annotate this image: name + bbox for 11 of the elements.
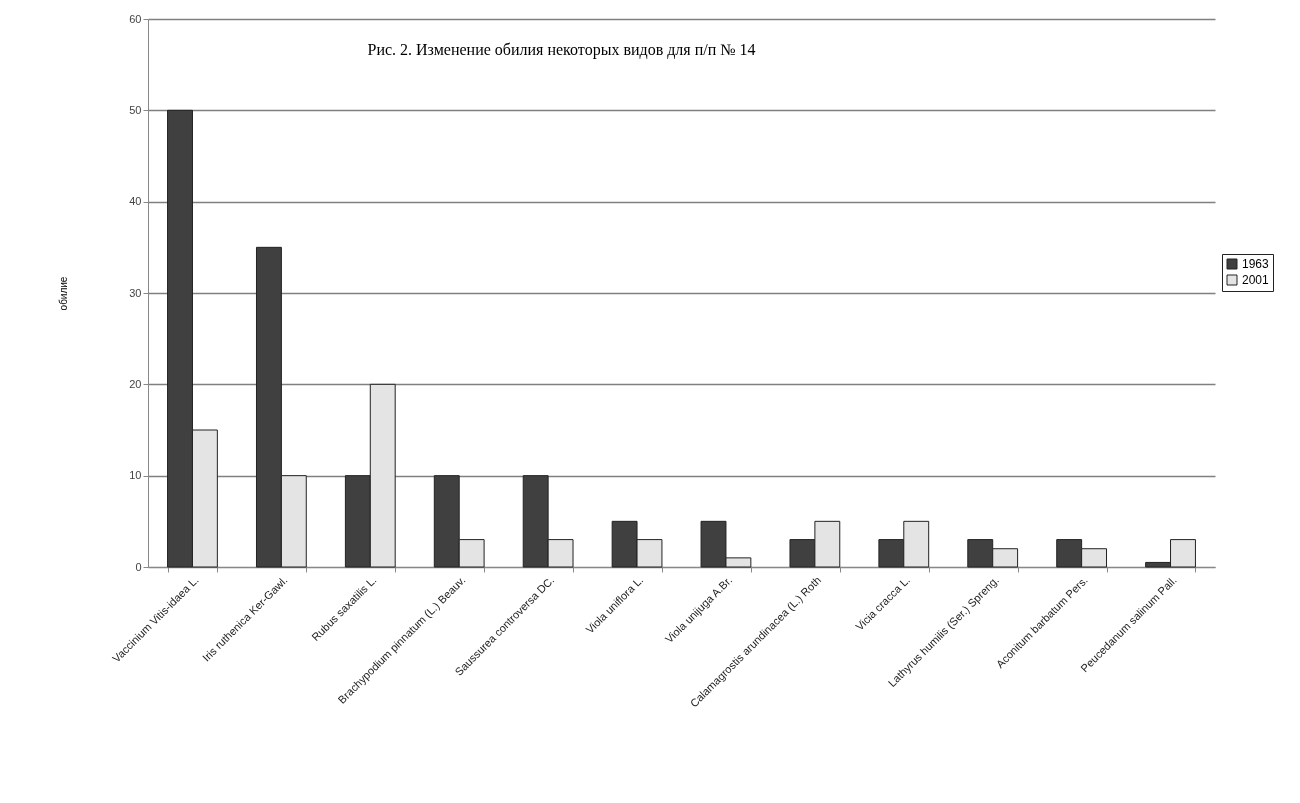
y-tick-label: 30 [129, 286, 142, 299]
y-tick-label: 50 [129, 103, 142, 116]
legend-label: 1963 [1242, 257, 1270, 271]
legend-label: 2001 [1242, 273, 1270, 287]
y-tick-label: 40 [129, 195, 142, 208]
y-tick-label: 0 [135, 560, 142, 573]
y-tick-label: 10 [129, 469, 142, 482]
text: Рис. 2. Изменение обилия некоторых видов для п/п № 14 [367, 41, 756, 59]
y-tick-label: 20 [129, 377, 142, 390]
y-axis-title: обилие [58, 276, 70, 311]
y-tick-label: 60 [129, 12, 142, 25]
